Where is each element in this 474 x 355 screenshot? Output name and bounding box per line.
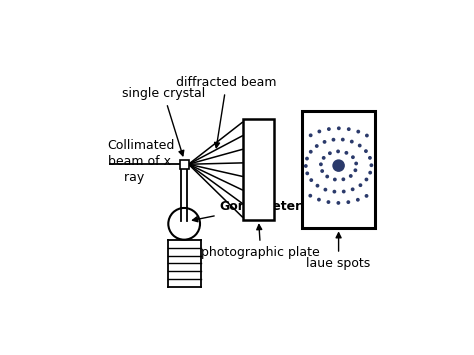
- Circle shape: [309, 150, 313, 154]
- Circle shape: [316, 184, 319, 187]
- Circle shape: [356, 198, 360, 202]
- Circle shape: [356, 130, 360, 133]
- Circle shape: [351, 155, 355, 159]
- Circle shape: [305, 171, 309, 175]
- Circle shape: [337, 126, 341, 130]
- Circle shape: [315, 144, 319, 148]
- Circle shape: [358, 183, 362, 187]
- Circle shape: [347, 127, 351, 131]
- Text: diffracted beam: diffracted beam: [176, 76, 277, 148]
- Circle shape: [323, 140, 327, 144]
- Circle shape: [331, 138, 336, 142]
- Circle shape: [336, 149, 340, 153]
- Circle shape: [351, 187, 355, 191]
- Circle shape: [325, 175, 329, 179]
- Circle shape: [309, 133, 312, 137]
- Circle shape: [354, 168, 357, 172]
- Circle shape: [323, 188, 328, 192]
- Text: single crystal: single crystal: [122, 87, 205, 156]
- Circle shape: [337, 201, 340, 205]
- Circle shape: [305, 157, 309, 160]
- Bar: [301, 111, 375, 229]
- Circle shape: [369, 163, 374, 167]
- Circle shape: [317, 198, 321, 202]
- Circle shape: [342, 190, 346, 193]
- Bar: [243, 119, 274, 220]
- Circle shape: [322, 156, 326, 160]
- Circle shape: [350, 140, 354, 143]
- Circle shape: [332, 159, 345, 172]
- Circle shape: [345, 151, 348, 155]
- Circle shape: [309, 194, 312, 198]
- Circle shape: [327, 200, 330, 204]
- Circle shape: [310, 178, 313, 182]
- Circle shape: [304, 164, 308, 168]
- Circle shape: [332, 190, 337, 193]
- Bar: [180, 160, 189, 169]
- Circle shape: [341, 178, 345, 181]
- Circle shape: [341, 138, 345, 142]
- Text: Goniometer: Goniometer: [192, 200, 302, 222]
- Circle shape: [328, 151, 332, 155]
- Circle shape: [168, 208, 200, 240]
- Circle shape: [358, 144, 362, 147]
- Text: Collimated
beam of x
    ray: Collimated beam of x ray: [108, 139, 175, 184]
- Circle shape: [365, 178, 368, 181]
- Circle shape: [368, 171, 372, 175]
- Circle shape: [364, 149, 368, 153]
- Circle shape: [318, 130, 321, 133]
- Circle shape: [365, 133, 369, 137]
- Circle shape: [349, 174, 353, 178]
- Text: photographic plate: photographic plate: [201, 225, 320, 259]
- Text: laue spots: laue spots: [307, 233, 371, 270]
- Circle shape: [368, 156, 372, 160]
- Circle shape: [320, 169, 324, 173]
- Circle shape: [319, 162, 323, 166]
- Circle shape: [354, 162, 358, 165]
- Circle shape: [365, 194, 368, 198]
- Circle shape: [333, 178, 337, 181]
- Circle shape: [327, 127, 331, 131]
- Circle shape: [346, 200, 350, 204]
